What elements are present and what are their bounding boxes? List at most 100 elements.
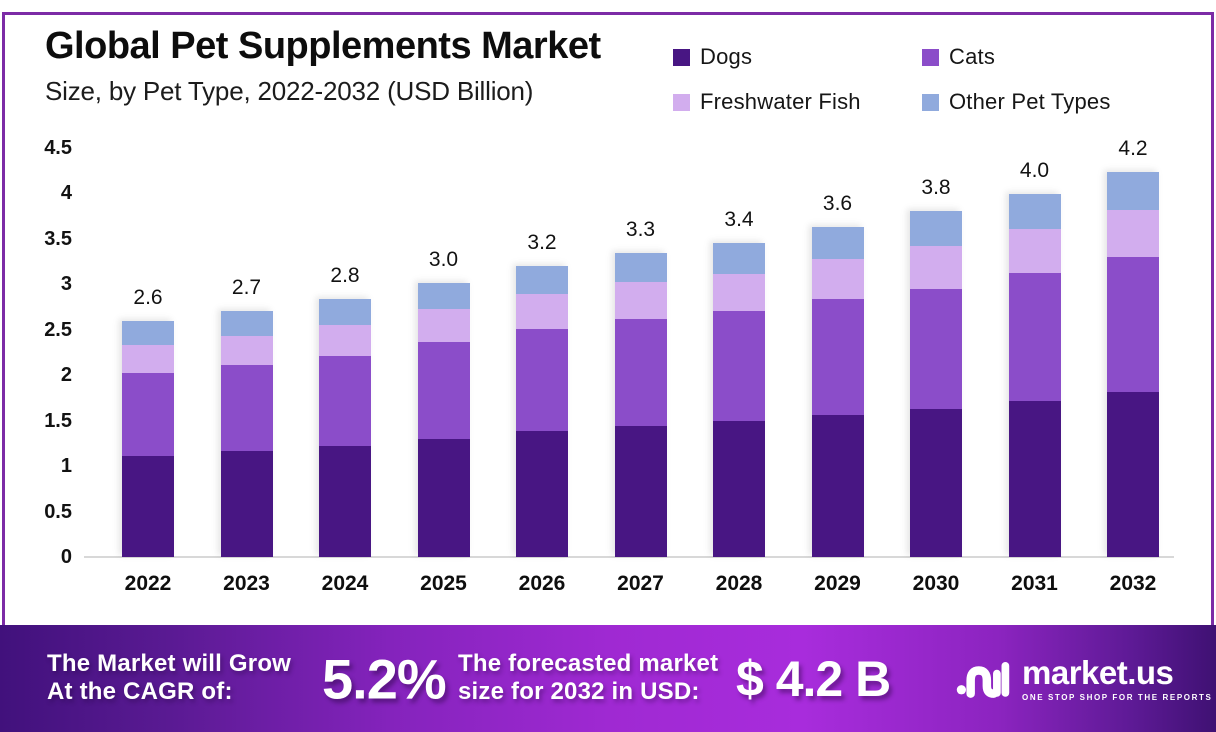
x-axis-tick: 2030	[912, 572, 960, 595]
bar-total-label: 2.7	[231, 276, 262, 300]
bar-segment-2022-dogs	[122, 455, 174, 557]
bar-segment-2025-other-pet-types	[417, 283, 470, 310]
y-axis-tick: 1	[60, 455, 72, 477]
bar-segment-2032-dogs	[1107, 392, 1159, 557]
bar-segment-2026-freshwater-fish	[516, 294, 568, 330]
bar-2022	[122, 321, 174, 557]
bar-segment-2029-cats	[811, 298, 864, 415]
bar-segment-2024-other-pet-types	[319, 299, 371, 325]
bar-segment-2025-cats	[417, 342, 470, 439]
legend-swatch-icon	[673, 48, 690, 66]
bar-segment-2023-dogs	[220, 451, 273, 557]
legend-item-freshwater-fish: Freshwater Fish	[673, 89, 922, 115]
bar-segment-2027-dogs	[614, 425, 667, 557]
x-axis-line	[84, 556, 1174, 558]
bar-2031	[1008, 193, 1061, 557]
x-axis-tick: 2028	[715, 572, 763, 595]
bar-segment-2022-cats	[122, 373, 174, 456]
marketus-logo-name: market.us	[1022, 653, 1174, 691]
bar-segment-2022-freshwater-fish	[122, 344, 174, 374]
forecast-value: $ 4.2 B	[736, 650, 891, 707]
bar-total-label: 3.8	[921, 176, 951, 200]
bar-segment-2029-freshwater-fish	[811, 259, 864, 299]
chart-legend: Dogs Cats Freshwater Fish Other Pet Types	[673, 44, 1111, 115]
bar-total-label: 2.8	[330, 264, 360, 288]
x-axis-tick: 2032	[1109, 572, 1157, 595]
bar-total-label: 2.6	[133, 286, 163, 310]
y-axis-tick: 2	[60, 364, 72, 386]
legend-swatch-icon	[673, 93, 690, 111]
y-axis-tick: 0	[60, 546, 72, 568]
x-axis-tick: 2026	[518, 572, 566, 595]
bar-segment-2027-cats	[614, 319, 667, 426]
bar-total-label: 3.3	[625, 218, 656, 242]
x-axis-tick: 2023	[223, 572, 270, 595]
cagr-label-line2: At the CAGR of:	[47, 678, 233, 706]
bar-segment-2030-dogs	[910, 408, 962, 557]
bar-segment-2026-other-pet-types	[516, 265, 568, 294]
bar-segment-2028-cats	[713, 311, 765, 422]
bar-2023	[220, 311, 273, 557]
bar-segment-2028-dogs	[713, 421, 765, 557]
bar-total-label: 3.0	[428, 248, 459, 272]
x-axis-tick: 2031	[1011, 572, 1058, 595]
y-axis-tick: 2.5	[44, 318, 72, 341]
x-axis-tick: 2024	[321, 572, 369, 595]
y-axis-tick: 0.5	[44, 500, 72, 523]
bar-segment-2024-freshwater-fish	[319, 324, 371, 356]
x-axis-tick: 2027	[617, 572, 664, 595]
bar-segment-2028-other-pet-types	[713, 243, 765, 274]
bar-segment-2023-cats	[220, 364, 273, 452]
bar-segment-2031-cats	[1008, 273, 1061, 402]
bar-segment-2024-cats	[319, 355, 371, 446]
bar-segment-2023-freshwater-fish	[220, 335, 273, 365]
marketus-logo-text: market.us ONE STOP SHOP FOR THE REPORTS	[1022, 656, 1212, 702]
forecast-label-line2: size for 2032 in USD:	[458, 678, 700, 706]
bar-segment-2025-freshwater-fish	[417, 309, 470, 343]
bar-2024	[319, 299, 371, 557]
y-axis-tick: 3	[60, 273, 72, 295]
bar-segment-2029-other-pet-types	[811, 226, 864, 260]
bar-total-label: 3.4	[724, 208, 754, 232]
cagr-label-line1: The Market will Grow	[47, 649, 292, 677]
legend-swatch-icon	[922, 48, 939, 66]
x-axis-tick: 2025	[420, 572, 467, 595]
legend-label: Dogs	[700, 44, 753, 69]
bar-2030	[910, 211, 962, 557]
page-title: Global Pet Supplements Market	[45, 25, 601, 67]
legend-label: Freshwater Fish	[700, 89, 861, 114]
bar-2028	[713, 243, 765, 557]
bar-2027	[614, 253, 667, 557]
bar-total-label: 3.6	[822, 191, 853, 215]
bar-segment-2029-dogs	[811, 415, 864, 557]
bar-2032	[1107, 172, 1159, 557]
bar-segment-2028-freshwater-fish	[713, 273, 765, 312]
bar-2026	[516, 265, 568, 557]
y-axis-tick: 4.5	[44, 136, 72, 159]
marketus-logo-icon	[956, 661, 1010, 698]
bar-segment-2024-dogs	[319, 445, 371, 557]
bar-segment-2032-freshwater-fish	[1107, 210, 1159, 257]
legend-item-other-pet-types: Other Pet Types	[922, 89, 1111, 115]
chart-header: Global Pet Supplements Market Size, by P…	[45, 25, 601, 107]
x-axis-tick: 2022	[124, 572, 172, 595]
y-axis-tick: 4	[60, 182, 72, 204]
legend-swatch-icon	[922, 93, 939, 111]
legend-label: Other Pet Types	[949, 89, 1111, 114]
forecast-label-line1: The forecasted market	[458, 649, 719, 677]
bar-total-label: 3.2	[527, 230, 557, 254]
y-axis-tick: 1.5	[44, 409, 72, 432]
forecast-label: The forecasted market size for 2032 in U…	[458, 650, 718, 708]
stacked-bar-chart: 0 0.5 1 1.5 2 2.5 3 3.5 4 4.5 2.6 2022 2.7 2023 2.8 202…	[44, 136, 1174, 595]
bar-segment-2032-cats	[1107, 256, 1159, 393]
marketus-logo-tagline: ONE STOP SHOP FOR THE REPORTS	[1022, 692, 1213, 702]
bar-segment-2025-dogs	[417, 438, 470, 557]
footer-banner: The Market will Grow At the CAGR of: 5.2…	[0, 625, 1216, 732]
cagr-label: The Market will Grow At the CAGR of:	[47, 650, 291, 708]
bar-segment-2026-dogs	[516, 431, 568, 557]
bar-segment-2026-cats	[516, 329, 568, 432]
bar-total-label: 4.2	[1118, 137, 1148, 161]
bar-total-label: 4.0	[1019, 158, 1050, 182]
bar-segment-2027-freshwater-fish	[614, 282, 667, 320]
